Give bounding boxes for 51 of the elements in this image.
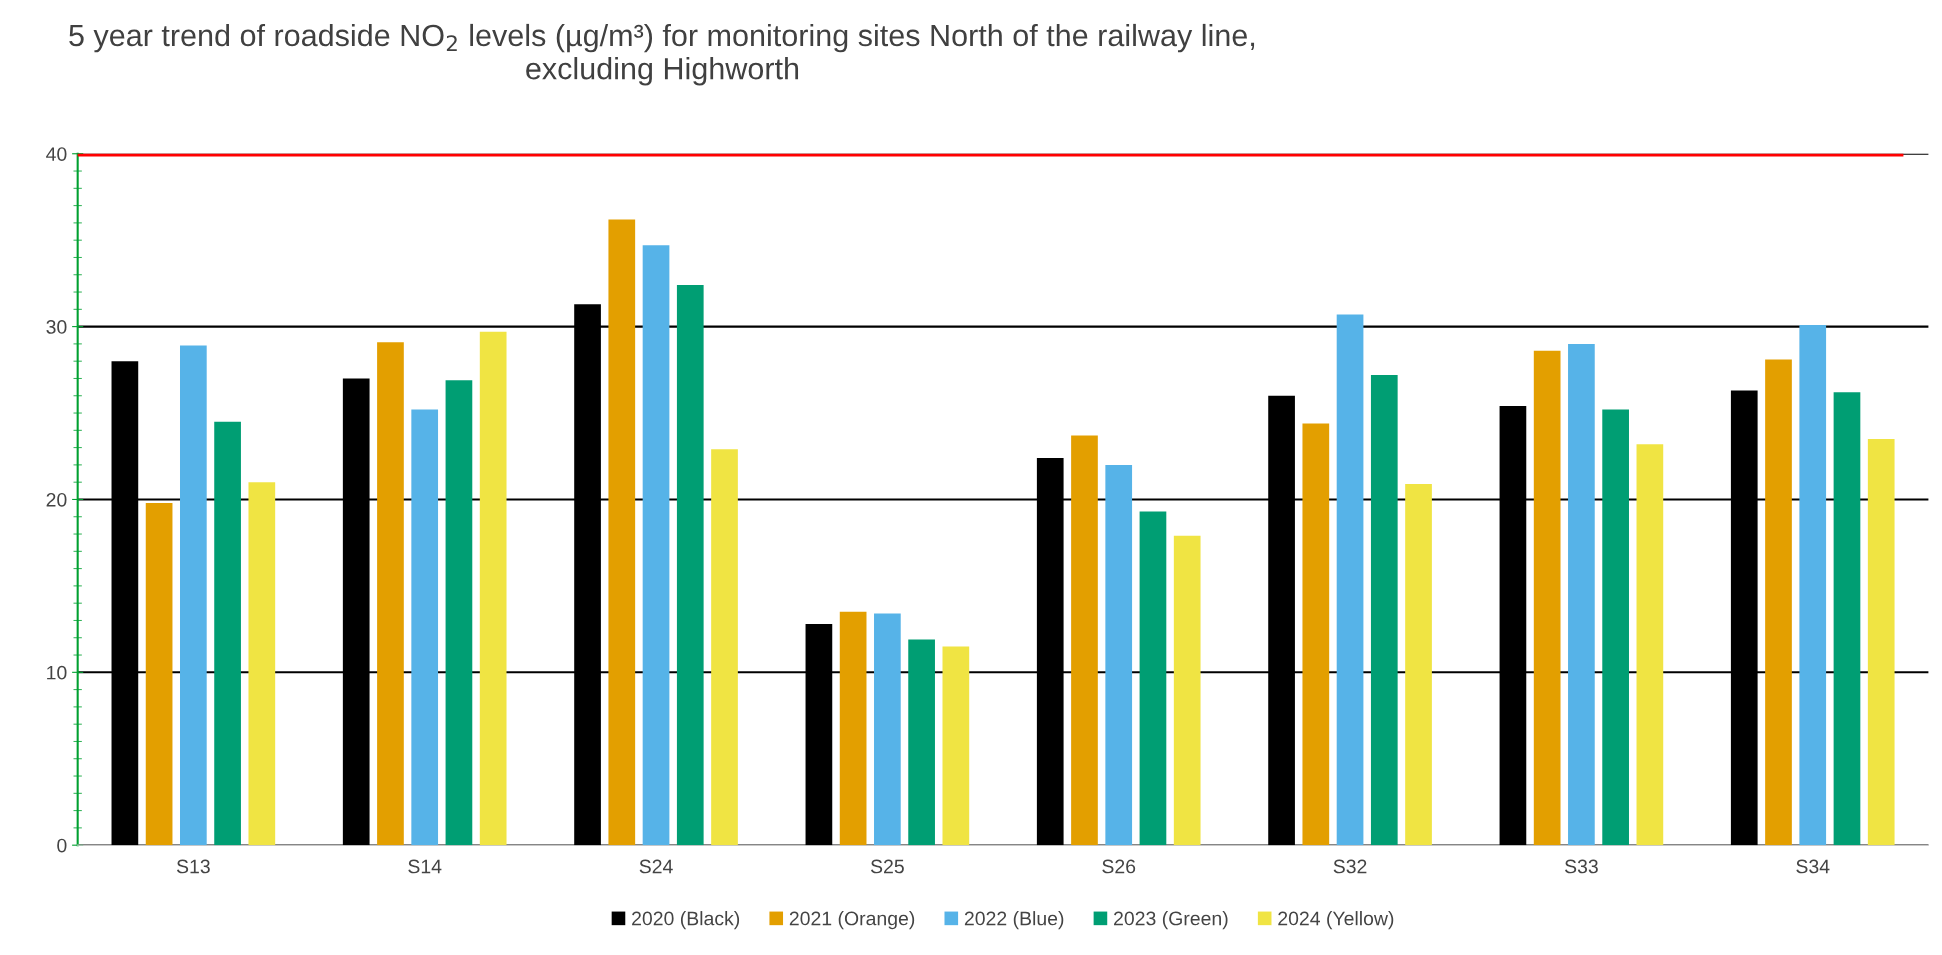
y-tick-label: 30 xyxy=(46,320,67,334)
bar xyxy=(1173,535,1201,846)
bar xyxy=(908,639,935,846)
chart-title: 5 year trend of roadside NO$_{2}$ levels (µg/m³) for monitoring sites North of the railway line, excluding Highworth xyxy=(69,23,1255,86)
y-tick-label: 0 xyxy=(57,838,67,853)
bar xyxy=(1336,314,1364,846)
bar xyxy=(942,646,970,846)
bar xyxy=(1105,464,1133,846)
x-tick-label: S26 xyxy=(1102,859,1136,874)
x-tick-label: S32 xyxy=(1333,859,1367,874)
x-tick-label: S14 xyxy=(408,859,442,874)
x-tick-label: S13 xyxy=(176,859,210,874)
bar xyxy=(445,380,473,846)
bar xyxy=(1405,483,1432,846)
legend-label: 2021 (Orange) xyxy=(789,911,915,930)
bar xyxy=(1602,409,1629,846)
y-tick-label: 40 xyxy=(46,147,67,161)
x-tick-label: S25 xyxy=(870,859,904,874)
bar xyxy=(248,482,276,846)
bar xyxy=(180,345,207,846)
bar xyxy=(676,285,704,846)
bar xyxy=(839,611,867,846)
x-tick-label: S34 xyxy=(1796,859,1830,874)
legend-label: 2020 (Black) xyxy=(632,911,740,930)
bar xyxy=(608,219,636,846)
legend-label: 2022 (Blue) xyxy=(964,911,1064,930)
bar xyxy=(1533,350,1561,846)
bar xyxy=(145,502,173,846)
bar xyxy=(1302,423,1330,846)
bar xyxy=(1799,324,1827,846)
bar xyxy=(377,342,404,846)
bar xyxy=(479,331,507,846)
x-tick-label: S33 xyxy=(1564,859,1598,874)
legend-label: 2024 (Yellow) xyxy=(1278,911,1394,930)
bar xyxy=(1139,511,1167,846)
bar xyxy=(711,449,738,846)
bar xyxy=(1568,343,1595,846)
bar xyxy=(1867,438,1895,846)
bar xyxy=(1370,375,1398,846)
bar xyxy=(1765,359,1792,846)
bar xyxy=(1071,435,1098,846)
x-tick-label: S24 xyxy=(639,859,673,874)
bar xyxy=(1636,444,1664,846)
y-tick-label: 10 xyxy=(47,665,67,680)
bar xyxy=(642,245,670,846)
y-tick-label: 20 xyxy=(46,492,67,507)
legend-label: 2023 (Green) xyxy=(1114,911,1228,930)
bar xyxy=(214,421,241,846)
bar xyxy=(1833,392,1861,846)
bar xyxy=(411,409,439,846)
bar xyxy=(874,613,901,846)
